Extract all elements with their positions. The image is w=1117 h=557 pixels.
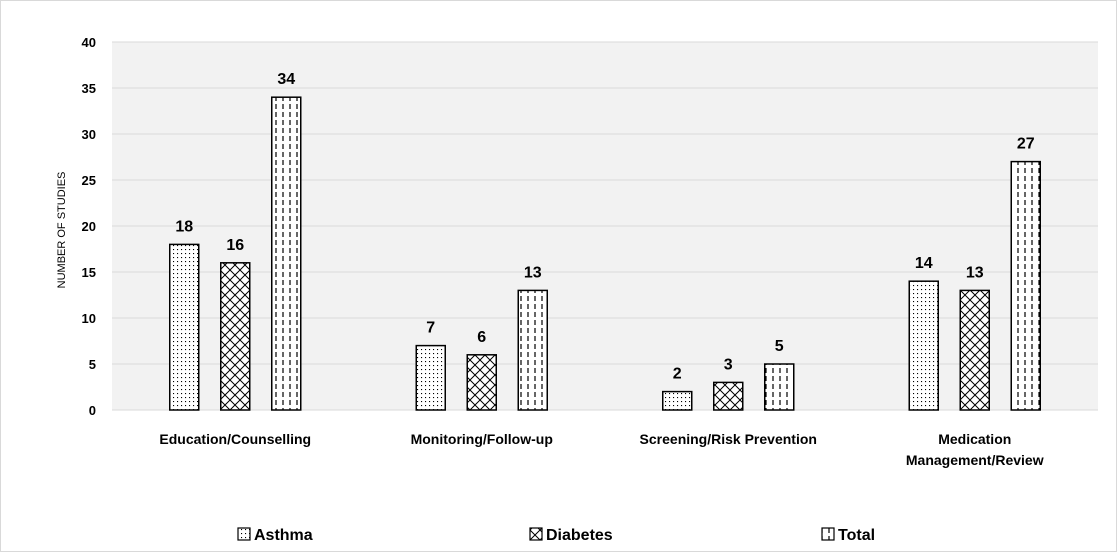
data-label: 13 bbox=[524, 264, 542, 281]
x-tick-label: Management/Review bbox=[906, 452, 1044, 468]
data-label: 18 bbox=[175, 218, 193, 235]
y-tick-label: 35 bbox=[82, 81, 96, 96]
y-tick-label: 25 bbox=[82, 173, 96, 188]
data-label: 34 bbox=[277, 71, 295, 88]
legend-label-diabetes: Diabetes bbox=[546, 527, 613, 544]
bar-total bbox=[1010, 160, 1041, 411]
y-axis-label: NUMBER OF STUDIES bbox=[56, 172, 68, 289]
data-label: 6 bbox=[477, 329, 486, 346]
y-tick-label: 10 bbox=[82, 311, 96, 326]
bar-total bbox=[517, 289, 548, 411]
x-tick-label: Education/Counselling bbox=[159, 431, 311, 447]
y-axis-ticks: 0 5 10 15 20 25 30 35 40 bbox=[82, 35, 96, 418]
y-tick-label: 40 bbox=[82, 35, 96, 50]
data-label: 13 bbox=[966, 264, 984, 281]
bar-asthma bbox=[662, 390, 693, 411]
bar-asthma bbox=[415, 344, 446, 411]
bar-diabetes bbox=[466, 354, 497, 411]
data-label: 27 bbox=[1017, 136, 1035, 153]
bar-total bbox=[271, 96, 302, 411]
x-axis-ticks: Education/Counselling Monitoring/Follow-u… bbox=[159, 431, 1043, 468]
bar-asthma bbox=[169, 243, 200, 411]
legend-label-asthma: Asthma bbox=[254, 527, 313, 544]
x-tick-label: Screening/Risk Prevention bbox=[640, 431, 817, 447]
x-tick-label: Monitoring/Follow-up bbox=[411, 431, 553, 447]
legend-swatch-total bbox=[821, 527, 835, 541]
data-labels: 18 16 34 7 6 13 2 3 5 14 13 27 bbox=[175, 71, 1034, 382]
bars bbox=[169, 96, 1041, 411]
bar-diabetes bbox=[959, 289, 990, 411]
data-label: 16 bbox=[226, 237, 244, 254]
data-label: 5 bbox=[775, 338, 784, 355]
data-label: 14 bbox=[915, 255, 933, 272]
data-label: 7 bbox=[426, 320, 435, 337]
data-label: 2 bbox=[673, 366, 682, 383]
bar-diabetes bbox=[713, 381, 744, 411]
y-tick-label: 5 bbox=[89, 357, 96, 372]
legend: Asthma Diabetes Total bbox=[237, 527, 875, 544]
y-tick-label: 20 bbox=[82, 219, 96, 234]
y-tick-label: 15 bbox=[82, 265, 96, 280]
legend-swatch-diabetes bbox=[529, 527, 543, 541]
y-tick-label: 0 bbox=[89, 403, 96, 418]
data-label: 3 bbox=[724, 356, 733, 373]
bar-diabetes bbox=[220, 262, 251, 411]
bar-total bbox=[764, 363, 795, 411]
legend-swatch-asthma bbox=[237, 527, 251, 541]
bar-asthma bbox=[908, 280, 939, 411]
x-tick-label: Medication bbox=[938, 431, 1011, 447]
y-tick-label: 30 bbox=[82, 127, 96, 142]
legend-label-total: Total bbox=[838, 527, 875, 544]
